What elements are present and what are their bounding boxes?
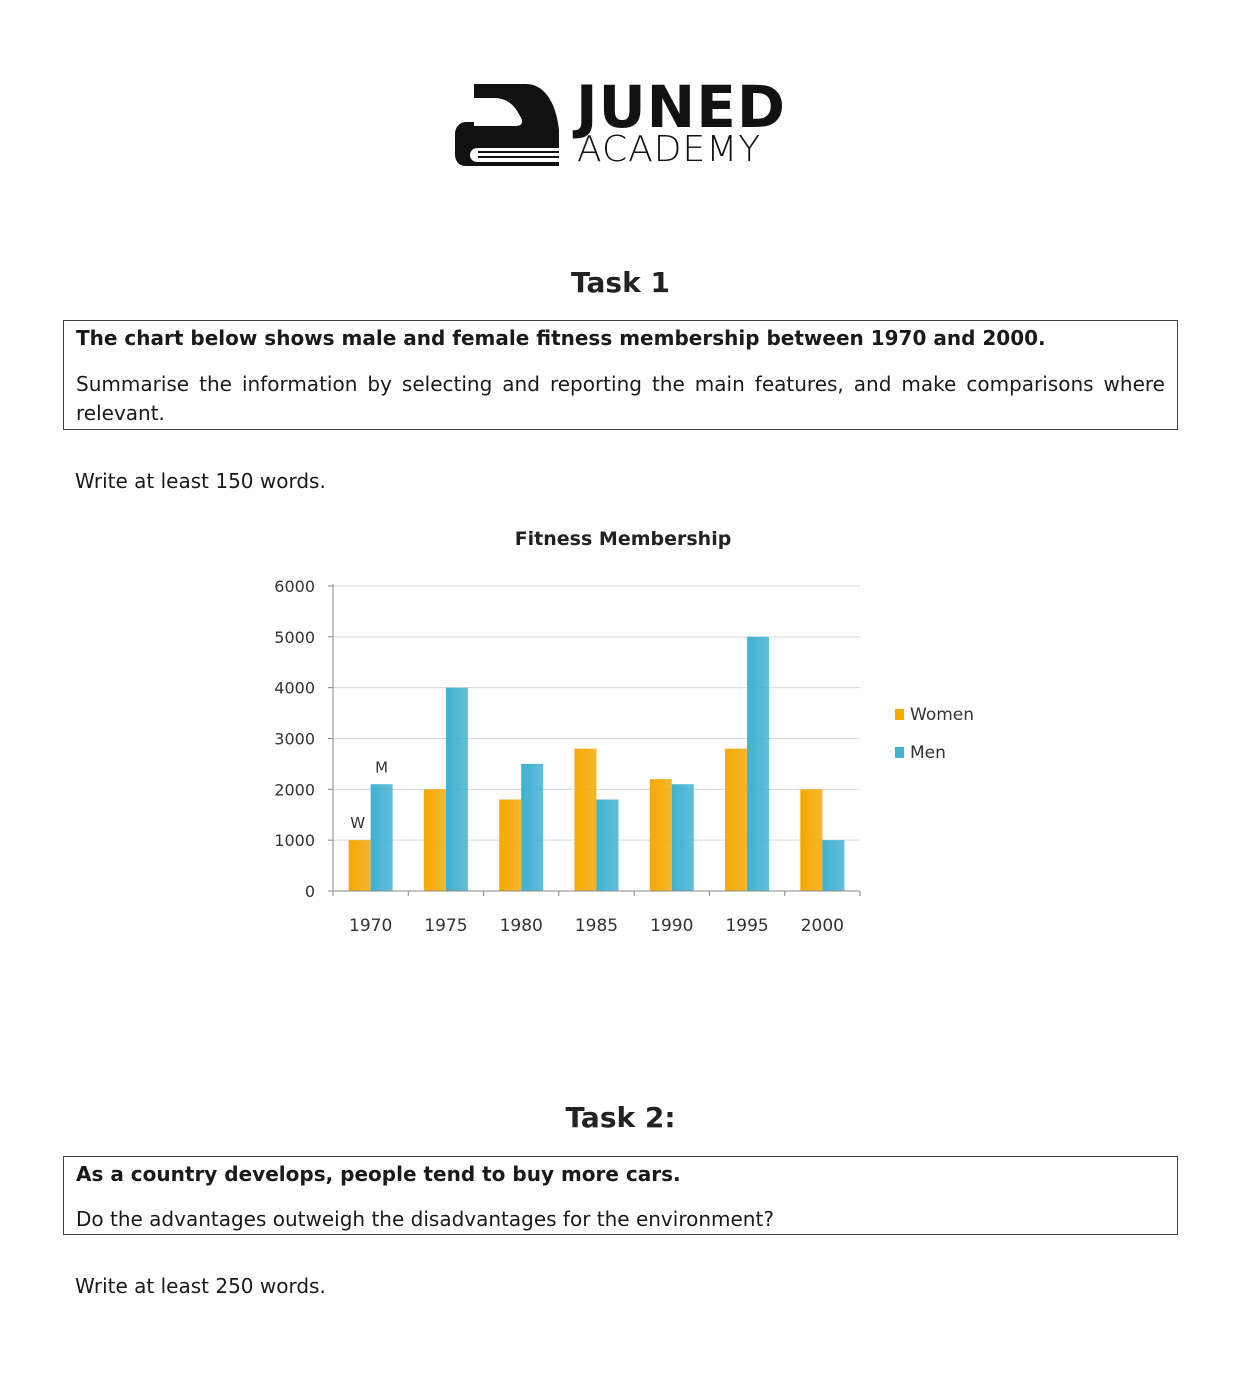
x-tick-label: 1985 bbox=[575, 916, 618, 936]
x-tick-label: 1995 bbox=[725, 916, 768, 936]
bar-women-1995 bbox=[725, 748, 748, 891]
bar-women-1975 bbox=[423, 789, 446, 891]
task2-box: As a country develops, people tend to bu… bbox=[63, 1156, 1178, 1235]
bar-men-2000 bbox=[822, 840, 845, 891]
bar-women-1990 bbox=[649, 779, 672, 891]
logo-wordmark-academy: ACADEMY bbox=[577, 129, 762, 170]
task2-question: Do the advantages outweigh the disadvant… bbox=[76, 1207, 774, 1231]
y-tick-label: 4000 bbox=[274, 679, 315, 698]
fitness-membership-chart: Fitness Membership W M 0 1000 2000 3000 4000 5… bbox=[274, 528, 974, 936]
bar-men-1985 bbox=[596, 799, 619, 891]
task2-prompt: As a country develops, people tend to bu… bbox=[76, 1162, 681, 1186]
legend-swatch-men bbox=[895, 747, 904, 758]
x-tick-label: 1970 bbox=[349, 916, 392, 936]
y-tick-label: 2000 bbox=[274, 780, 315, 799]
y-tick-label: 0 bbox=[305, 882, 315, 901]
x-tick-label: 1980 bbox=[500, 916, 543, 936]
x-tick-label: 1990 bbox=[650, 916, 693, 936]
annotation-label: W bbox=[350, 814, 365, 832]
bar-men-1995 bbox=[747, 636, 770, 891]
chart-title: Fitness Membership bbox=[515, 528, 732, 550]
book-iron-logo-icon bbox=[455, 84, 559, 166]
bar-men-1990 bbox=[671, 784, 694, 891]
bar-men-1975 bbox=[445, 687, 468, 891]
y-tick-label: 1000 bbox=[274, 831, 315, 850]
x-tick-label: 1975 bbox=[424, 916, 467, 936]
x-tick-label: 2000 bbox=[801, 916, 844, 936]
bar-women-1970 bbox=[348, 840, 371, 891]
legend-swatch-women bbox=[895, 709, 904, 720]
bar-women-1985 bbox=[574, 748, 597, 891]
y-tick-label: 6000 bbox=[274, 577, 315, 596]
annotation-label: M bbox=[375, 758, 388, 776]
task1-word-count: Write at least 150 words. bbox=[75, 469, 326, 493]
task1-box: The chart below shows male and female fi… bbox=[63, 320, 1178, 430]
task2-word-count: Write at least 250 words. bbox=[75, 1274, 326, 1298]
task2-heading: Task 2: bbox=[565, 1101, 676, 1134]
bar-men-1970 bbox=[370, 784, 393, 891]
bar-women-2000 bbox=[800, 789, 823, 891]
academy-logo: JUNED ACADEMY bbox=[452, 78, 792, 170]
y-tick-label: 5000 bbox=[274, 628, 315, 647]
task1-prompt: The chart below shows male and female fi… bbox=[76, 326, 1046, 350]
logo-wordmark-juned: JUNED bbox=[576, 73, 786, 141]
task1-instruction: Summarise the information by selecting a… bbox=[76, 372, 1165, 425]
bar-women-1980 bbox=[499, 799, 522, 891]
y-tick-label: 3000 bbox=[274, 730, 315, 749]
task1-heading: Task 1 bbox=[571, 266, 670, 299]
legend-label-men: Men bbox=[910, 743, 946, 763]
bar-men-1980 bbox=[521, 763, 544, 891]
legend-label-women: Women bbox=[910, 705, 974, 725]
